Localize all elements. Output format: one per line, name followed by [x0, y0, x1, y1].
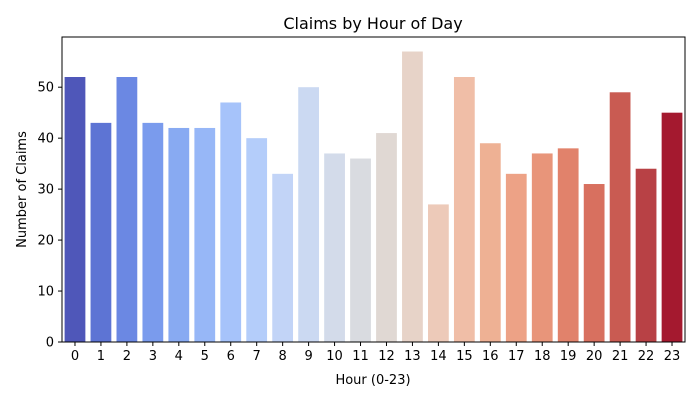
- x-tick-label: 2: [123, 349, 131, 364]
- bar-hour-17: [505, 173, 527, 342]
- bar-hour-23: [661, 112, 683, 343]
- x-tick-label: 22: [638, 349, 655, 364]
- y-tick-label: 30: [37, 183, 54, 198]
- bar-hour-9: [298, 87, 319, 342]
- bar-hour-0: [64, 77, 86, 342]
- plot-frame: [61, 36, 686, 343]
- y-tick-label: 50: [37, 81, 54, 96]
- x-tick-label: 5: [201, 349, 209, 364]
- x-axis-label: Hour (0-23): [335, 373, 410, 388]
- x-tick-label: 0: [71, 349, 79, 364]
- bar-hour-10: [324, 153, 345, 342]
- x-tick-label: 11: [352, 349, 369, 364]
- x-tick-label: 20: [586, 349, 603, 364]
- x-tick-label: 19: [560, 349, 577, 364]
- x-tick-label: 6: [227, 349, 235, 364]
- bar-hour-13: [402, 51, 423, 343]
- x-tick-label: 12: [378, 349, 395, 364]
- bar-hour-16: [479, 143, 501, 342]
- x-tick-label: 13: [404, 349, 421, 364]
- bar-hour-18: [531, 153, 553, 342]
- bar-hour-11: [350, 158, 371, 342]
- bar-hour-6: [220, 102, 242, 342]
- bars-layer: [64, 51, 683, 343]
- bar-hour-2: [116, 77, 138, 342]
- bar-hour-4: [168, 127, 190, 343]
- bar-hour-22: [635, 168, 657, 342]
- x-tick-label: 4: [175, 349, 183, 364]
- y-axis-label: Number of Claims: [15, 131, 30, 248]
- x-tick-label: 1: [97, 349, 105, 364]
- x-tick-label: 16: [482, 349, 499, 364]
- bar-hour-20: [583, 184, 605, 342]
- bar-hour-15: [453, 77, 475, 342]
- x-tick-label: 21: [612, 349, 629, 364]
- bar-hour-14: [428, 204, 449, 342]
- x-tick-label: 8: [279, 349, 287, 364]
- bar-hour-1: [90, 122, 112, 343]
- x-tick-label: 14: [430, 349, 447, 364]
- y-tick-label: 20: [37, 234, 54, 249]
- bar-hour-12: [376, 133, 397, 342]
- x-tick-label: 17: [508, 349, 525, 364]
- x-tick-label: 23: [664, 349, 681, 364]
- x-tick-label: 9: [304, 349, 312, 364]
- y-tick-label: 40: [37, 132, 54, 147]
- y-tick-label: 10: [37, 285, 54, 300]
- x-tick-label: 3: [149, 349, 157, 364]
- bar-hour-8: [272, 173, 294, 342]
- bar-hour-5: [194, 127, 216, 343]
- bar-hour-21: [609, 92, 631, 342]
- y-tick-label: 0: [46, 336, 54, 351]
- x-tick-label: 10: [326, 349, 343, 364]
- bar-hour-7: [246, 138, 268, 342]
- chart-title: Claims by Hour of Day: [283, 14, 462, 33]
- x-tick-label: 15: [456, 349, 473, 364]
- bar-hour-3: [142, 122, 164, 343]
- x-axis: 0 1 2 3 4 5 6 7 8 9 10 11 12 13 14 15 16 17 18 19 20 21 22 23: [71, 342, 680, 364]
- x-tick-label: 18: [534, 349, 551, 364]
- bar-hour-19: [557, 148, 579, 342]
- x-tick-label: 7: [253, 349, 261, 364]
- y-axis: 0 10 20 30 40 50: [37, 81, 62, 351]
